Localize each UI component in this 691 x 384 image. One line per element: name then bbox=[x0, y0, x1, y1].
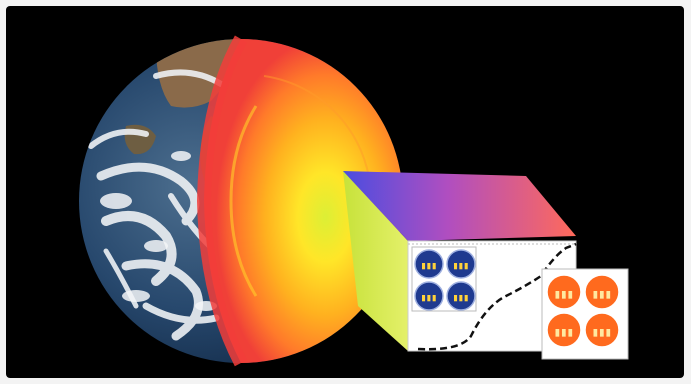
inset-panel-blue bbox=[411, 246, 477, 312]
atom-orange-particle bbox=[568, 291, 573, 299]
atom-orange-particle bbox=[561, 329, 566, 337]
atom-blue-particle bbox=[427, 263, 431, 270]
atom-blue-particle bbox=[422, 263, 426, 270]
transition-curve bbox=[417, 242, 577, 351]
atom-blue-particle bbox=[422, 295, 426, 302]
atom-orange-particle bbox=[593, 329, 598, 337]
scene bbox=[79, 35, 629, 367]
atom-orange-particle bbox=[606, 291, 611, 299]
atom-orange-particle bbox=[599, 329, 604, 337]
atom-blue-particle bbox=[432, 295, 436, 302]
atom-orange-particle bbox=[555, 291, 560, 299]
atom-blue-particle bbox=[432, 263, 436, 270]
atom-orange-particle bbox=[606, 329, 611, 337]
atom-orange-particle bbox=[555, 329, 560, 337]
earth-cutaway bbox=[196, 35, 403, 367]
atom-blue-particle bbox=[454, 263, 458, 270]
zoom-beam bbox=[343, 171, 576, 351]
atom-blue-particle bbox=[454, 295, 458, 302]
atom-blue-particle bbox=[459, 295, 463, 302]
atom-blue-particle bbox=[427, 295, 431, 302]
atom-orange-particle bbox=[599, 291, 604, 299]
image-frame bbox=[6, 6, 684, 378]
atom-orange-particle bbox=[593, 291, 598, 299]
atom-orange-particle bbox=[561, 291, 566, 299]
atom-blue-particle bbox=[464, 263, 468, 270]
atom-blue-particle bbox=[459, 263, 463, 270]
atom-blue-particle bbox=[464, 295, 468, 302]
inset-panel-orange bbox=[541, 268, 629, 360]
atom-orange-particle bbox=[568, 329, 573, 337]
